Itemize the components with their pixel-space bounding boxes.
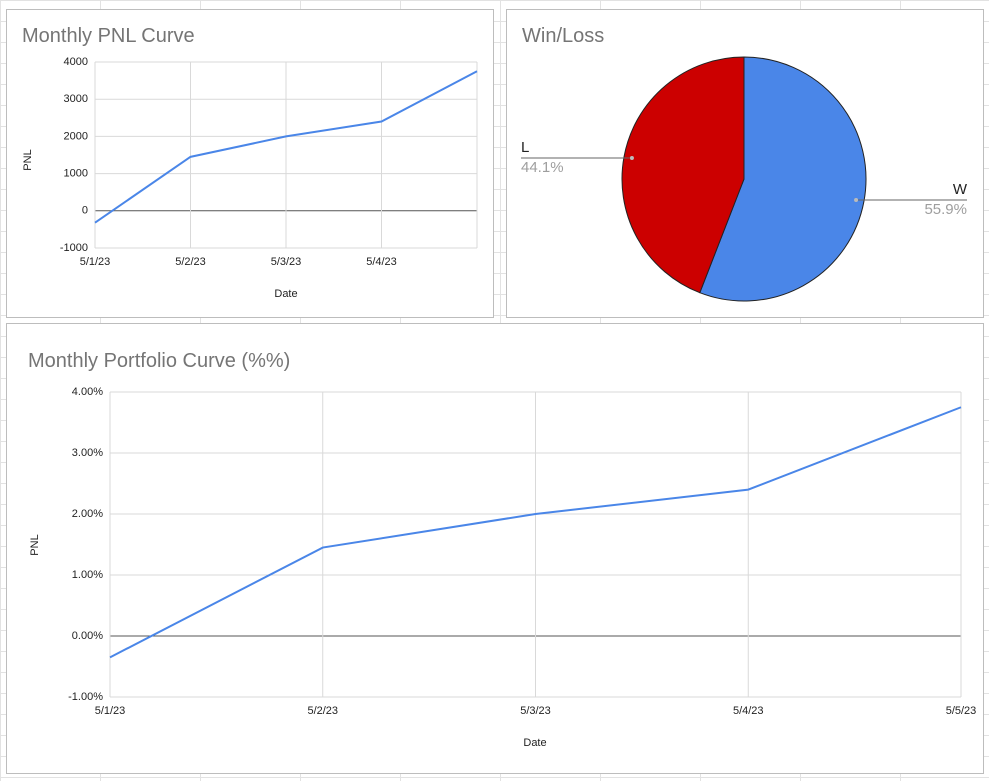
chart-frame bbox=[6, 9, 494, 318]
y-tick-label: 1.00% bbox=[72, 569, 103, 581]
y-tick-label: 0 bbox=[82, 205, 88, 217]
x-tick-label: 5/3/23 bbox=[271, 256, 302, 268]
y-tick-label: 3000 bbox=[64, 93, 88, 105]
data-line bbox=[94, 70, 478, 224]
pie-slice bbox=[621, 56, 745, 294]
x-tick-label: 5/5/23 bbox=[946, 705, 977, 717]
y-tick-label: -1.00% bbox=[68, 691, 103, 703]
chart-title: Win/Loss bbox=[522, 25, 604, 47]
x-axis-label: Date bbox=[523, 737, 546, 749]
x-tick-label: 5/1/23 bbox=[95, 705, 126, 717]
chart-frame bbox=[6, 323, 984, 774]
x-tick-label: 5/4/23 bbox=[366, 256, 397, 268]
y-tick-label: 4.00% bbox=[72, 386, 103, 398]
y-tick-label: 3.00% bbox=[72, 447, 103, 459]
leader-dot bbox=[854, 198, 859, 203]
slice-label: L bbox=[521, 139, 529, 156]
slice-label: W bbox=[953, 181, 968, 198]
pie-slice bbox=[699, 56, 867, 302]
y-tick-label: 2000 bbox=[64, 130, 88, 142]
y-axis-label: PNL bbox=[22, 149, 34, 170]
y-tick-label: 4000 bbox=[64, 56, 88, 68]
y-tick-label: 2.00% bbox=[72, 508, 103, 520]
x-axis-label: Date bbox=[274, 288, 297, 300]
slice-value: 55.9% bbox=[924, 201, 967, 218]
x-tick-label: 5/3/23 bbox=[520, 705, 551, 717]
y-tick-label: 0.00% bbox=[72, 630, 103, 642]
y-tick-label: 1000 bbox=[64, 168, 88, 180]
y-tick-label: -1000 bbox=[60, 242, 88, 254]
slice-value: 44.1% bbox=[521, 159, 564, 176]
leader-dot bbox=[629, 155, 634, 160]
data-line bbox=[109, 406, 962, 659]
x-tick-label: 5/2/23 bbox=[175, 256, 206, 268]
x-tick-label: 5/2/23 bbox=[307, 705, 338, 717]
chart-title: Monthly PNL Curve bbox=[22, 25, 195, 47]
y-axis-label: PNL bbox=[29, 534, 41, 555]
x-tick-label: 5/1/23 bbox=[80, 256, 111, 268]
x-tick-label: 5/4/23 bbox=[733, 705, 764, 717]
chart-title: Monthly Portfolio Curve (%%) bbox=[28, 350, 290, 372]
